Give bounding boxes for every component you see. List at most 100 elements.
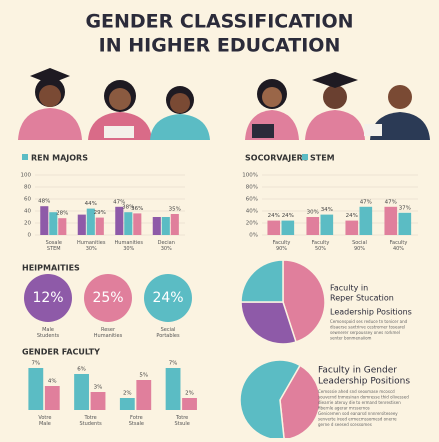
description-line: senverte ireed ermecmssomesd onerre	[318, 417, 397, 422]
value-label: 37%	[399, 205, 411, 211]
value-label: 47%	[385, 199, 397, 205]
y-tick-label: 40	[24, 209, 31, 215]
bar	[58, 218, 67, 235]
stat-caption: Secial Portables	[156, 327, 180, 339]
value-label: 36%	[131, 206, 143, 212]
value-label: 5%	[139, 373, 148, 379]
legend-label: STEM	[310, 154, 335, 163]
y-tick-label: 40%	[246, 209, 258, 215]
bar	[74, 374, 89, 410]
pie-title: Leadership Positions	[318, 377, 410, 387]
pie-subtitle: Leadership Positions	[330, 308, 412, 317]
value-label: 29%	[94, 210, 106, 216]
stat-value: 12%	[32, 290, 63, 306]
bar	[306, 217, 320, 235]
y-tick-label: 0%	[249, 233, 258, 239]
y-tick-label: 60	[24, 197, 31, 203]
description-line: sewnerer serpoussey ones rorkmel	[330, 330, 400, 335]
y-tick-label: 60%	[246, 197, 258, 203]
pie-slice	[282, 259, 326, 343]
bar	[133, 213, 142, 235]
value-label: 47%	[113, 199, 125, 205]
bar	[359, 206, 373, 235]
value-label: 2%	[185, 391, 194, 397]
bar	[124, 212, 133, 235]
title-line: IN HIGHER EDUCATION	[99, 35, 341, 57]
people-right	[245, 72, 430, 140]
value-label: 3%	[94, 385, 103, 391]
bar	[28, 368, 44, 410]
description-line: fibernle agerar mrssernos	[318, 406, 370, 411]
value-label: 7%	[169, 361, 178, 367]
chart-title: SOCORVAJERS	[245, 154, 309, 163]
value-label: 35%	[169, 207, 181, 213]
value-label: 2%	[123, 391, 132, 397]
x-tick-label: Votre Male	[38, 415, 51, 427]
value-label: 4%	[48, 379, 57, 385]
stat-caption: Male Students	[37, 327, 60, 339]
description-line: gerne d seesed scessomes	[318, 422, 372, 427]
bar	[152, 217, 161, 235]
x-tick-label: Fotre Stsale	[129, 415, 144, 427]
bar	[136, 380, 152, 410]
bar	[384, 206, 398, 235]
x-tick-label: Humanities 30%	[115, 240, 144, 252]
value-label: 30%	[307, 210, 319, 216]
chart-title: GENDER FACULTY	[22, 348, 100, 357]
bar	[267, 220, 281, 235]
description-line: Genicemen sod eanarsd nnnrersiteseey	[318, 411, 398, 416]
bar	[95, 217, 104, 235]
x-tick-label: Sosale STEM	[46, 240, 62, 252]
title-line: GENDER CLASSIFICATION	[85, 11, 353, 33]
x-tick-label: Humanities 30%	[77, 240, 106, 252]
description-line: senter bonmenaiiom	[330, 336, 372, 341]
x-tick-label: Faculty 40%	[390, 240, 408, 252]
y-tick-label: 80%	[246, 185, 258, 191]
value-label: 44%	[85, 201, 97, 207]
bar	[115, 206, 124, 235]
y-tick-label: 20%	[246, 221, 258, 227]
bar	[40, 206, 49, 235]
y-tick-label: 20	[24, 221, 31, 227]
bar	[90, 392, 106, 410]
bar	[44, 386, 60, 410]
value-label: 34%	[321, 207, 333, 213]
section-heading: HEIPMAITIES	[22, 264, 80, 273]
bar	[398, 212, 412, 235]
stat-value: 24%	[152, 290, 183, 306]
pie-title: Faculty in Gender	[318, 366, 397, 376]
pie-slice	[240, 259, 284, 303]
bar	[165, 368, 181, 410]
value-label: 38%	[122, 205, 134, 211]
description-line: diearrie ateruy die to ermand tenrestise…	[318, 400, 401, 405]
x-tick-label: Decian 30%	[158, 240, 175, 252]
stat-circle	[144, 274, 192, 322]
description-line: disaerse saxtrirve cestrorner tosearel	[330, 325, 405, 330]
y-tick-label: 0	[28, 233, 32, 239]
pie-title: Faculty in	[330, 284, 368, 293]
stat-circle	[84, 274, 132, 322]
y-tick-label: 80	[24, 185, 31, 191]
x-tick-label: Totre Students	[79, 415, 102, 427]
x-tick-label: Faculty 50%	[312, 240, 330, 252]
value-label: 6%	[77, 367, 86, 373]
bar	[161, 217, 170, 235]
bar	[86, 208, 95, 235]
value-label: 24%	[346, 213, 358, 219]
y-tick-label: 100%	[242, 173, 258, 179]
chart-title: REN MAJORS	[31, 154, 88, 163]
x-tick-label: Social 90%	[352, 240, 367, 252]
value-label: 24%	[282, 213, 294, 219]
value-label: 28%	[56, 211, 68, 217]
heading-marker	[22, 154, 28, 160]
bar	[345, 220, 359, 235]
bar	[119, 398, 135, 410]
description-line: Cemsssie ahed snd seoxmase mcoscd	[318, 389, 395, 394]
bar	[182, 398, 197, 410]
description-line: souvernd tnmosinan domresse thid olivess…	[318, 395, 409, 400]
bar	[320, 214, 334, 235]
x-tick-label: Totre Stsule	[174, 415, 189, 427]
pie-slice	[239, 359, 302, 441]
stat-caption: Reser Humanities	[94, 327, 123, 339]
